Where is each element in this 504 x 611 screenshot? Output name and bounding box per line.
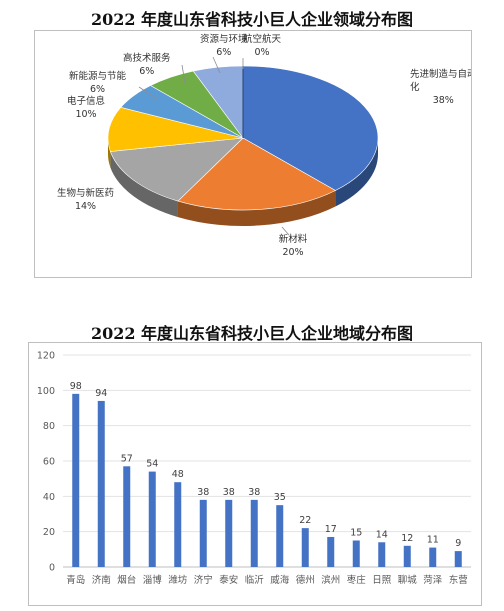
bar (199, 499, 207, 567)
bar (327, 536, 335, 567)
y-tick-label: 120 (37, 351, 55, 362)
x-tick-label: 滨州 (321, 574, 340, 586)
pie-slice-side (177, 190, 336, 226)
pie-chart-area: 先进制造与自动化38% 新材料 20% 生物与新医药 14% 电子信息 10% 新能源与节能 6… (34, 30, 477, 278)
x-tick-label: 济宁 (194, 574, 213, 586)
bar-value-label: 54 (146, 459, 158, 470)
bar-value-label: 98 (70, 381, 82, 392)
bar (174, 482, 182, 567)
y-tick-label: 100 (37, 386, 55, 397)
pie-slice-label: 资源与环境 6% (200, 33, 248, 58)
bar (454, 551, 462, 567)
x-tick-label: 日照 (372, 575, 392, 586)
bar-value-label: 9 (455, 538, 461, 549)
x-tick-label: 菏泽 (423, 575, 443, 586)
x-tick-label: 德州 (296, 574, 315, 586)
y-tick-labels: 0 20 40 60 80 100 120 (37, 351, 55, 574)
bar-chart-title: 2022 年度山东省科技小巨人企业地域分布图 (90, 324, 414, 343)
bar-value-label: 48 (172, 469, 184, 480)
y-tick-label: 40 (43, 492, 55, 503)
bar (250, 499, 258, 567)
bar-value-label: 57 (121, 453, 133, 464)
y-tick-label: 80 (43, 421, 55, 432)
bar (301, 528, 309, 567)
pie-slice (107, 107, 244, 152)
bar-value-label: 94 (95, 388, 107, 399)
x-tick-label: 威海 (270, 574, 290, 586)
bars (72, 393, 462, 567)
bar (429, 547, 437, 567)
pie-slice-label: 先进制造与自动化38% (410, 68, 471, 106)
y-tick-label: 60 (43, 457, 55, 468)
bar-value-label: 38 (223, 487, 235, 498)
pie-slice-side (335, 138, 378, 207)
pie-slice-label: 电子信息 10% (67, 95, 105, 120)
pie-leader-line (181, 64, 186, 84)
pie-slice-label: 生物与新医药 14% (57, 187, 114, 212)
bar-value-label: 22 (299, 515, 311, 526)
x-tick-label: 济南 (92, 574, 111, 586)
bar-value-label: 12 (401, 533, 413, 544)
bar (97, 400, 105, 567)
bar (148, 471, 156, 567)
bar-chart: 0 20 40 60 80 100 120 98 94 57 54 48 38 38 38 35 22 17 15 1… (37, 351, 471, 586)
pie-slice (109, 137, 244, 202)
bar-value-labels: 98 94 57 54 48 38 38 38 35 22 17 15 14 12 11 9 (70, 381, 462, 549)
bar (72, 393, 80, 567)
x-tick-label: 临沂 (245, 574, 265, 586)
bar-value-label: 35 (274, 492, 286, 503)
y-tick-label: 0 (49, 563, 55, 574)
pie-leader-line (212, 56, 221, 74)
x-tick-label: 潍坊 (168, 574, 188, 586)
pie-slice-label: 航空航天 0% (243, 33, 282, 58)
bar-value-label: 38 (248, 487, 260, 498)
bar (123, 466, 131, 567)
x-tick-label: 青岛 (66, 574, 85, 586)
bar-value-label: 15 (350, 528, 362, 539)
bar-value-label: 38 (197, 487, 209, 498)
x-tick-labels: 青岛 济南 烟台 淄博 潍坊 济宁 泰安 临沂 威海 德州 滨州 枣庄 日照 聊城 菏泽 东营 (66, 574, 468, 586)
bar (403, 545, 411, 567)
pie-slice (242, 65, 379, 191)
x-tick-label: 泰安 (219, 574, 238, 586)
bar (352, 540, 360, 567)
pie-chart: 先进制造与自动化38% 新材料 20% 生物与新医药 14% 电子信息 10%新能源与节能 6… (57, 33, 477, 258)
bar-chart-area: 0 20 40 60 80 100 120 98 94 57 54 48 38 38 38 35 22 17 15 1… (28, 342, 482, 606)
pie-leader-line (138, 86, 158, 100)
x-tick-label: 淄博 (143, 574, 163, 586)
y-tick-label: 20 (43, 527, 55, 538)
bar (276, 505, 284, 567)
pie-slice-label: 高技术服务 6% (123, 52, 171, 77)
bar-value-label: 17 (325, 524, 337, 535)
pie-chart-title: 2022 年度山东省科技小巨人企业领域分布图 (90, 10, 414, 29)
pie-slice-label: 新能源与节能 6% (69, 70, 127, 95)
pie-leader-line (281, 226, 290, 236)
pie-slices (107, 65, 379, 211)
x-tick-label: 东营 (449, 574, 468, 586)
x-tick-label: 聊城 (398, 574, 418, 586)
pie-labels: 先进制造与自动化38% 新材料 20% 生物与新医药 14% 电子信息 10%新能源与节能 6… (57, 33, 477, 258)
x-tick-label: 枣庄 (347, 574, 367, 586)
pie-slice (177, 137, 337, 211)
bar (225, 499, 233, 567)
pie-slice-label: 新材料 20% (279, 233, 308, 258)
y-gridlines (63, 354, 471, 568)
bar (378, 542, 386, 567)
x-tick-label: 烟台 (117, 574, 136, 586)
bar-value-label: 14 (376, 529, 388, 540)
bar-value-label: 11 (427, 535, 439, 546)
pie-slice-side (110, 151, 178, 218)
